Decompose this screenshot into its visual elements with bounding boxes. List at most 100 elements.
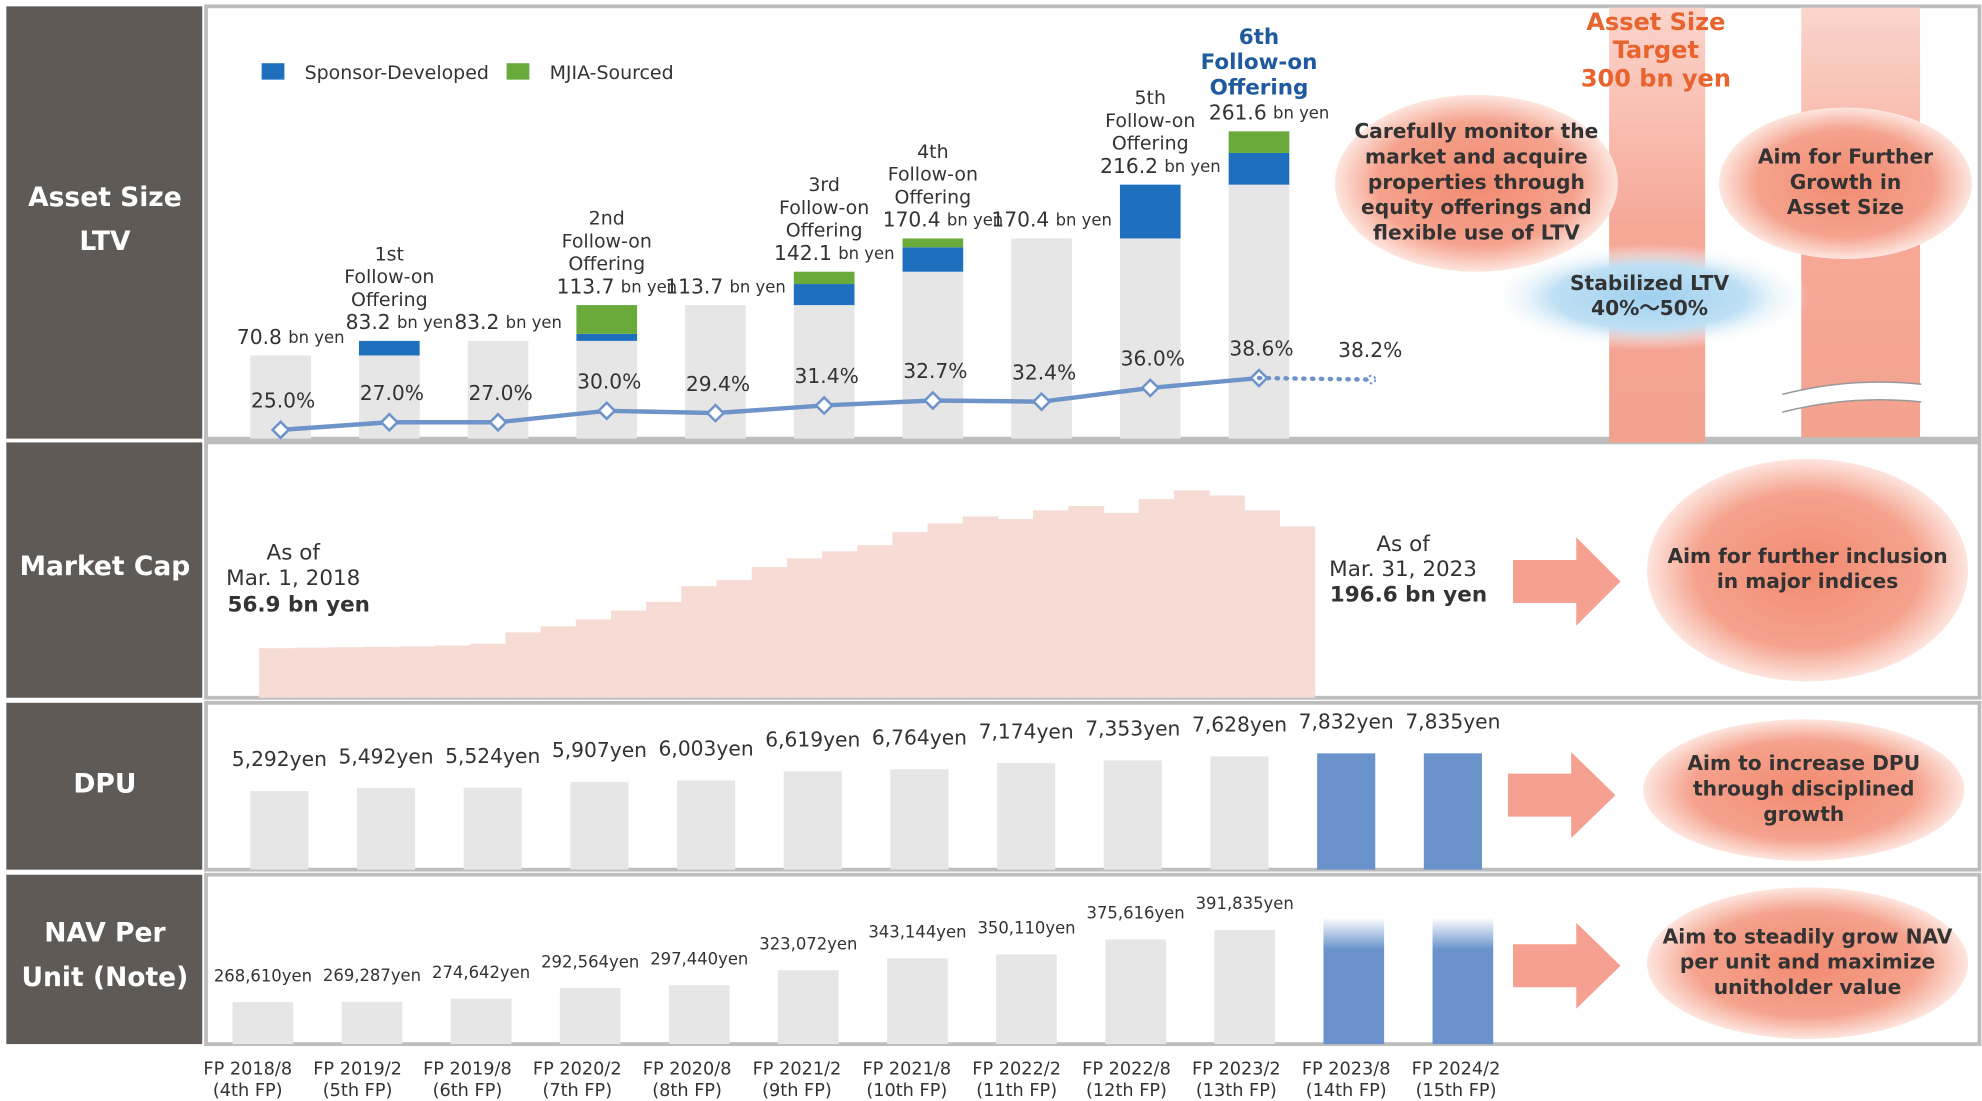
value-label: 297,440yen xyxy=(650,949,748,968)
target-text: Asset Size xyxy=(1586,8,1725,36)
bar xyxy=(250,791,309,870)
x-tick-label: (13th FP) xyxy=(1196,1081,1277,1101)
market-cap-bar xyxy=(997,519,1034,698)
x-tick-label: FP 2018/8 xyxy=(203,1059,292,1079)
target-text: Target xyxy=(1613,36,1699,64)
ltv-forecast-marker xyxy=(1366,374,1377,385)
start-label: Mar. 1, 2018 xyxy=(226,566,360,591)
total-label: 261.6 bn yen xyxy=(1209,100,1330,124)
market-cap-bar xyxy=(716,580,753,698)
ltv-forecast-line xyxy=(1256,375,1370,382)
total-label: 113.7 bn yen xyxy=(665,274,786,298)
note-text: Aim to increase DPU xyxy=(1687,751,1920,775)
row-label: DPU xyxy=(73,768,136,799)
total-unit: bn yen xyxy=(947,210,1003,229)
total-label: 83.2 bn yen xyxy=(346,310,454,334)
bar xyxy=(1423,753,1482,870)
ltv-label: 27.0% xyxy=(360,381,424,405)
total-value: 216.2 xyxy=(1100,153,1158,177)
value-label: 7,174yen xyxy=(979,719,1074,743)
bar-segment xyxy=(1228,131,1290,153)
row-label: Asset Size xyxy=(28,182,182,213)
market-cap-bar xyxy=(329,647,366,698)
market-cap-bar xyxy=(751,566,788,698)
note-bubble xyxy=(1334,94,1618,272)
start-value: 56.9 bn yen xyxy=(228,592,370,617)
market-cap-bar xyxy=(1033,510,1069,698)
note-text: Growth in xyxy=(1790,170,1902,194)
bar xyxy=(668,985,730,1045)
x-tick-label: FP 2023/8 xyxy=(1302,1059,1391,1079)
x-tick-label: FP 2019/8 xyxy=(423,1059,512,1079)
offering-label: 1st xyxy=(375,243,404,265)
total-unit: bn yen xyxy=(506,313,562,332)
value-label: 7,628yen xyxy=(1192,713,1287,737)
end-label: As of xyxy=(1376,532,1430,557)
value-label: 375,616yen xyxy=(1087,904,1185,923)
placeholder-bar xyxy=(1432,917,1494,1045)
ltv-marker xyxy=(814,395,834,416)
x-tick-label: (11th FP) xyxy=(976,1081,1057,1101)
total-unit: bn yen xyxy=(730,277,786,296)
total-label: 142.1 bn yen xyxy=(774,241,895,265)
note-bubble xyxy=(1647,887,1969,1040)
ltv-marker xyxy=(1031,391,1052,412)
note-text: Aim to steadily grow NAV xyxy=(1663,924,1953,948)
x-tick-label: FP 2019/2 xyxy=(313,1059,402,1079)
market-cap-bar xyxy=(364,646,401,698)
bar xyxy=(1210,756,1269,870)
offering-label: 4th xyxy=(917,141,949,163)
note-text: properties through xyxy=(1368,170,1585,194)
bar xyxy=(559,988,621,1045)
total-label: 216.2 bn yen xyxy=(1100,153,1221,177)
total-unit: bn yen xyxy=(397,313,453,332)
market-cap-bar xyxy=(540,626,577,698)
total-unit: bn yen xyxy=(1273,103,1329,122)
value-label: 5,907yen xyxy=(552,738,647,762)
row-label: LTV xyxy=(79,226,131,257)
ltv-marker xyxy=(705,403,726,423)
bar xyxy=(1105,939,1166,1045)
note-text: Aim for further inclusion xyxy=(1667,544,1947,568)
bar-segment xyxy=(576,340,638,439)
market-cap-bar xyxy=(646,601,682,698)
x-tick-label: FP 2021/2 xyxy=(753,1059,842,1079)
note-text: growth xyxy=(1763,802,1844,826)
value-label: 5,292yen xyxy=(232,747,327,771)
note-text: Asset Size xyxy=(1787,195,1904,219)
offering-label: 5th xyxy=(1135,87,1167,109)
market-cap-bar xyxy=(1068,505,1105,698)
bar xyxy=(356,788,416,870)
row-label: NAV Per xyxy=(44,918,165,949)
value-label: 6,764yen xyxy=(872,725,967,749)
total-label: 83.2 bn yen xyxy=(454,310,562,334)
bar xyxy=(232,1002,294,1045)
value-label: 343,144yen xyxy=(868,923,966,942)
note-text: unitholder value xyxy=(1714,975,1902,999)
market-cap-bar xyxy=(259,648,295,698)
value-label: 323,072yen xyxy=(759,934,857,953)
market-cap-bar xyxy=(822,551,858,698)
x-tick-label: (6th FP) xyxy=(433,1081,503,1101)
placeholder-bar xyxy=(1323,917,1385,1045)
x-tick-label: (7th FP) xyxy=(542,1081,612,1101)
note-bubble xyxy=(1487,243,1812,351)
total-label: 170.4 bn yen xyxy=(991,207,1112,231)
bar xyxy=(1103,760,1162,870)
ltv-label: 32.4% xyxy=(1012,360,1076,384)
market-cap-bar xyxy=(786,558,823,698)
total-value: 83.2 xyxy=(346,310,391,334)
offering-label: Offering xyxy=(351,289,428,311)
note-bubble xyxy=(1719,107,1972,260)
ltv-marker xyxy=(270,420,291,440)
total-unit: bn yen xyxy=(621,277,677,296)
x-tick-label: (14th FP) xyxy=(1306,1081,1387,1101)
ltv-label: 32.7% xyxy=(903,359,967,383)
bar xyxy=(570,781,629,870)
ltv-label: 38.2% xyxy=(1338,338,1402,362)
market-cap-bar xyxy=(1103,512,1140,698)
market-cap-bar xyxy=(1279,526,1316,698)
x-tick-label: FP 2020/8 xyxy=(643,1059,732,1079)
offering-label: Follow-on xyxy=(562,230,652,252)
